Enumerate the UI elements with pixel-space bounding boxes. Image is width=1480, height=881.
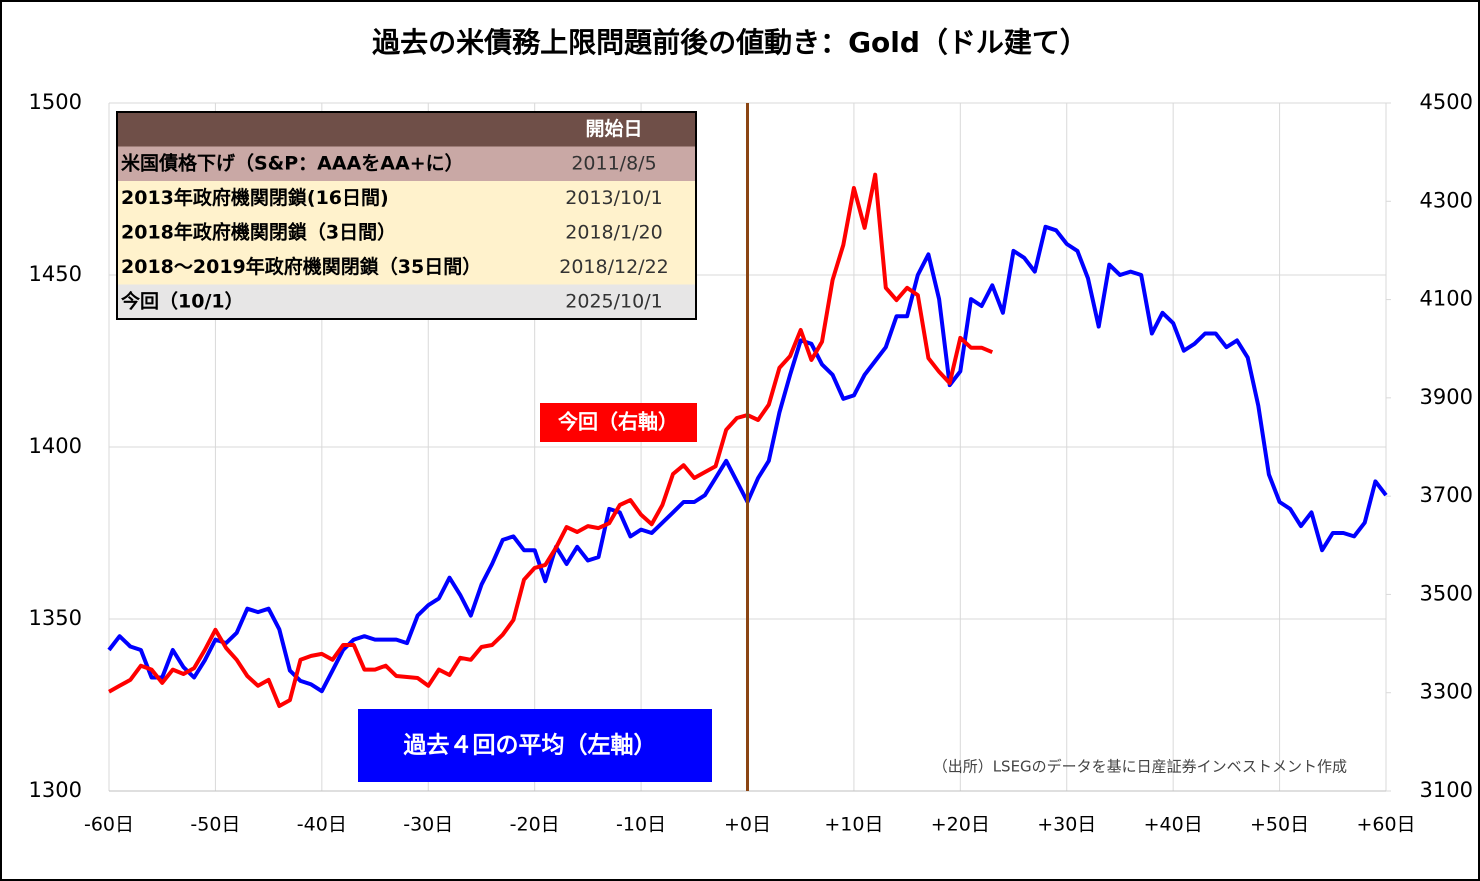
table-cell: 米国債格下げ（S&P：AAAをAA+に） — [121, 151, 464, 174]
x-tick-label: -60日 — [84, 814, 134, 836]
y-tick-label: 1500 — [29, 90, 82, 114]
lines — [107, 103, 1388, 791]
table-row-bg — [117, 181, 696, 216]
y2-tick-label: 3100 — [1420, 778, 1473, 802]
table-cell: 2018～2019年政府機関閉鎖（35日間） — [121, 255, 481, 278]
x-tick-label: +60日 — [1356, 814, 1415, 836]
table-cell: 2018年政府機関閉鎖（3日間） — [121, 220, 396, 243]
chart-title: 過去の米債務上限問題前後の値動き：Gold（ドル建て） — [372, 26, 1088, 59]
table-row-bg — [117, 215, 696, 250]
y-tick-label: 1400 — [29, 434, 82, 458]
table-cell: 2013/10/1 — [565, 187, 662, 209]
x-tick-label: +20日 — [931, 814, 990, 836]
y2-tick-label: 3300 — [1420, 680, 1473, 704]
legend-box-average — [358, 709, 712, 782]
y-tick-label: 1350 — [29, 606, 82, 630]
table-cell: 2018/1/20 — [565, 221, 662, 243]
table-header: 開始日 — [585, 117, 642, 140]
table-header-bg — [117, 112, 696, 147]
table-cell: 2018/12/22 — [559, 256, 669, 278]
x-tick-label: -40日 — [297, 814, 347, 836]
x-tick-label: -20日 — [510, 814, 560, 836]
source-note: （出所）LSEGのデータを基に日産証券インベストメント作成 — [933, 758, 1347, 776]
x-tick-label: -50日 — [190, 814, 240, 836]
x-tick-label: +30日 — [1037, 814, 1096, 836]
table-border — [116, 111, 697, 320]
legend-box-current — [540, 403, 697, 442]
x-tick-label: +10日 — [824, 814, 883, 836]
y2-tick-label: 3500 — [1420, 581, 1473, 605]
table-cell: 2025/10/1 — [565, 290, 662, 312]
x-tick-label: +50日 — [1250, 814, 1309, 836]
table-row-bg — [117, 146, 696, 181]
y2-tick-label: 4100 — [1420, 287, 1473, 311]
table-row-bg — [117, 284, 696, 319]
table-row-bg — [117, 250, 696, 285]
legend-label: 今回（右軸） — [558, 410, 678, 434]
table-cell: 今回（10/1） — [120, 289, 244, 312]
y-tick-label: 1300 — [29, 778, 82, 802]
labels: 1300 1350 1400 1450 1500 3100 3300 3500 3700 3900… — [29, 90, 1473, 836]
x-tick-label: +0日 — [724, 814, 771, 836]
grid — [108, 102, 1391, 792]
table-cell: 2013年政府機関閉鎖(16日間) — [121, 186, 389, 209]
x-tick-label: -30日 — [403, 814, 453, 836]
x-tick-label: +40日 — [1144, 814, 1203, 836]
y2-tick-label: 3700 — [1420, 483, 1473, 507]
x-tick-label: -10日 — [616, 814, 666, 836]
table-cell: 2011/8/5 — [571, 152, 656, 174]
y2-tick-label: 3900 — [1420, 385, 1473, 409]
legend-label: 過去４回の平均（左軸） — [404, 732, 657, 759]
series-line — [108, 172, 994, 708]
y2-tick-label: 4500 — [1420, 90, 1473, 114]
y2-tick-label: 4300 — [1420, 188, 1473, 212]
y-tick-label: 1450 — [29, 262, 82, 286]
